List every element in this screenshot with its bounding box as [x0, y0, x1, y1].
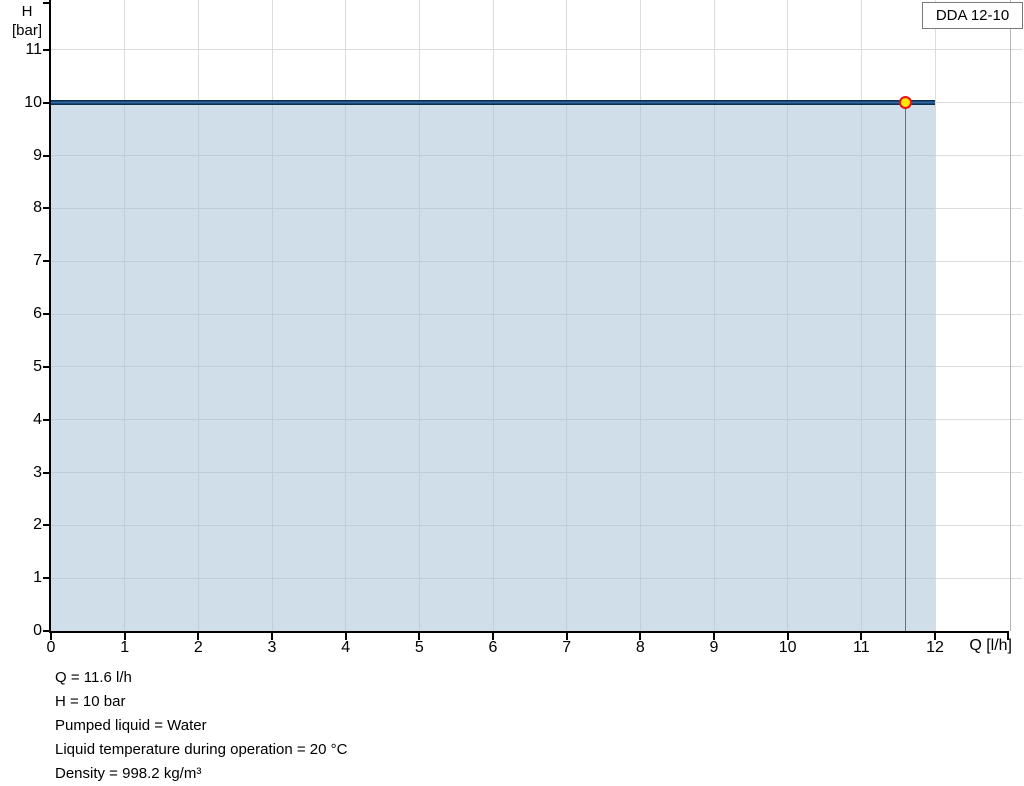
- x-tick: [50, 633, 52, 640]
- y-tick: [43, 207, 50, 210]
- plot-right-border: [1010, 0, 1011, 631]
- y-tick: [43, 313, 50, 316]
- y-tick-label: 6: [33, 305, 42, 323]
- y-tick-label: 3: [33, 463, 42, 481]
- x-tick: [639, 633, 642, 640]
- curve-area-fill: [51, 102, 935, 631]
- operating-point-dropline: [904, 107, 907, 631]
- h-gridline: [51, 49, 1022, 51]
- x-tick: [860, 633, 863, 640]
- y-tick: [43, 577, 50, 580]
- x-tick-label: 3: [267, 639, 277, 656]
- y-tick-label: 10: [24, 93, 42, 111]
- y-axis-line: [49, 0, 51, 633]
- y-axis-title: H [bar]: [6, 2, 48, 40]
- result-summary: Q = 11.6 l/h H = 10 bar Pumped liquid = …: [55, 666, 555, 786]
- x-tick: [786, 633, 789, 640]
- x-tick: [492, 633, 494, 640]
- y-tick-label: 5: [33, 357, 42, 375]
- y-tick-label: 9: [33, 146, 42, 164]
- y-tick-label: 11: [25, 40, 42, 58]
- summary-head: H = 10 bar: [55, 693, 126, 710]
- x-tick: [271, 633, 273, 640]
- y-tick: [43, 630, 50, 632]
- model-label-box: DDA 12-10: [922, 2, 1023, 29]
- y-tick-label: 1: [33, 569, 42, 587]
- y-tick: [43, 154, 50, 157]
- x-tick: [565, 633, 568, 640]
- x-tick: [123, 633, 126, 640]
- summary-density: Density = 998.2 kg/m³: [55, 765, 202, 782]
- y-tick-label: 8: [33, 199, 42, 217]
- x-axis-title: Q [l/h]: [969, 637, 1012, 654]
- pump-curve-line[interactable]: [51, 100, 935, 106]
- x-tick: [197, 633, 200, 640]
- y-axis-title-symbol: H: [21, 3, 33, 20]
- y-tick: [43, 418, 50, 421]
- y-tick: [43, 260, 50, 263]
- y-tick-label: 4: [33, 410, 42, 428]
- x-tick: [418, 633, 421, 640]
- x-tick-label: 6: [488, 639, 498, 656]
- v-gridline: [934, 0, 936, 631]
- summary-flow: Q = 11.6 l/h: [55, 669, 132, 686]
- x-tick-label: 2: [193, 639, 203, 656]
- x-tick-label: 5: [414, 639, 424, 656]
- y-tick: [43, 471, 50, 474]
- y-tick-label: 0: [33, 622, 42, 639]
- x-tick-label: 4: [341, 639, 351, 656]
- x-tick-label: 9: [709, 639, 719, 656]
- x-tick: [713, 633, 715, 640]
- x-tick: [934, 633, 936, 640]
- x-tick-label: 0: [46, 639, 56, 656]
- y-tick: [43, 365, 50, 368]
- y-tick-label: 7: [33, 252, 42, 270]
- y-tick: [43, 101, 50, 104]
- x-axis-line: [49, 631, 1009, 633]
- x-tick: [344, 633, 347, 640]
- y-tick: [43, 48, 50, 51]
- summary-liquid-temperature: Liquid temperature during operation = 20…: [55, 741, 348, 758]
- y-axis-end-tick: [43, 2, 50, 4]
- x-tick-label: 1: [120, 639, 130, 656]
- operating-point-marker[interactable]: [898, 95, 912, 109]
- x-axis-end-tick: [1007, 633, 1009, 640]
- x-tick-label: 10: [778, 639, 797, 656]
- summary-pumped-liquid: Pumped liquid = Water: [55, 717, 207, 734]
- y-tick-label: 2: [33, 516, 42, 534]
- y-axis-title-unit: [bar]: [11, 22, 42, 39]
- x-tick-label: 8: [635, 639, 645, 656]
- y-tick: [43, 524, 50, 527]
- x-tick-label: 12: [926, 639, 944, 656]
- model-label: DDA 12-10: [935, 7, 1010, 24]
- x-tick-label: 7: [562, 639, 572, 656]
- x-tick-label: 11: [853, 639, 870, 656]
